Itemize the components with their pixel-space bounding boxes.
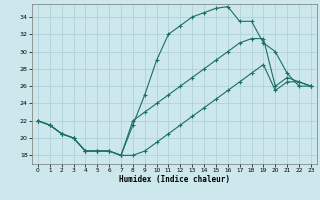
X-axis label: Humidex (Indice chaleur): Humidex (Indice chaleur) [119,175,230,184]
